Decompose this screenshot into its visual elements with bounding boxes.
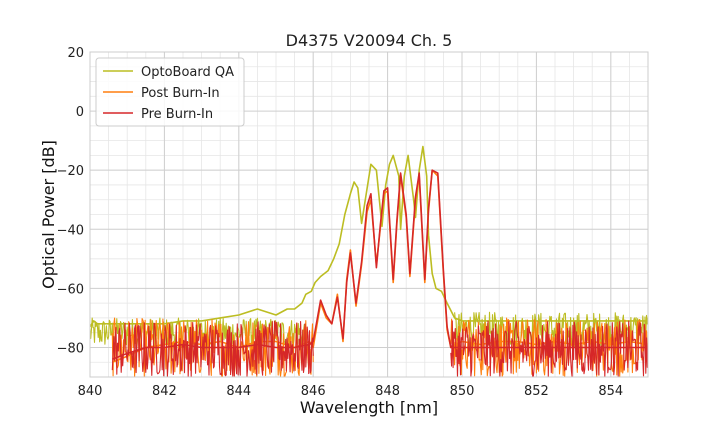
y-tick-label: 20 — [67, 46, 84, 61]
x-tick-label: 844 — [226, 384, 251, 399]
x-tick-label: 842 — [152, 384, 177, 399]
y-axis-label: Optical Power [dB] — [39, 140, 58, 289]
noise-trace — [450, 320, 648, 377]
legend-label-pre-burn-in: Pre Burn-In — [141, 107, 213, 122]
series-pre-burn-in — [111, 169, 648, 377]
y-tick-label: 0 — [76, 105, 84, 120]
plot-frame — [89, 51, 649, 378]
y-tick-label: −60 — [57, 282, 84, 297]
x-tick-labels: 840 842 844 846 848 850 852 854 — [78, 384, 624, 399]
legend-label-optoboard-qa: OptoBoard QA — [141, 65, 234, 80]
legend-label-post-burn-in: Post Burn-In — [141, 86, 220, 101]
series-line — [90, 145, 648, 328]
x-tick-label: 854 — [598, 384, 623, 399]
x-axis-label: Wavelength [nm] — [300, 398, 438, 417]
chart-title: D4375 V20094 Ch. 5 — [286, 31, 453, 50]
x-tick-label: 852 — [524, 384, 549, 399]
y-tick-labels: 20 0 −20 −40 −60 −80 — [57, 46, 84, 356]
legend-box — [95, 57, 245, 127]
y-tick-label: −80 — [57, 341, 84, 356]
x-tick-label: 846 — [301, 384, 326, 399]
x-tick-label: 848 — [375, 384, 400, 399]
series-line — [112, 169, 648, 361]
noise-trace — [111, 320, 314, 377]
x-tick-label: 840 — [78, 384, 103, 399]
series-layer — [90, 145, 648, 377]
legend: OptoBoard QA Post Burn-In Pre Burn-In — [95, 57, 245, 127]
y-tick-label: −40 — [57, 223, 84, 238]
y-tick-label: −20 — [57, 164, 84, 179]
x-tick-label: 850 — [450, 384, 475, 399]
